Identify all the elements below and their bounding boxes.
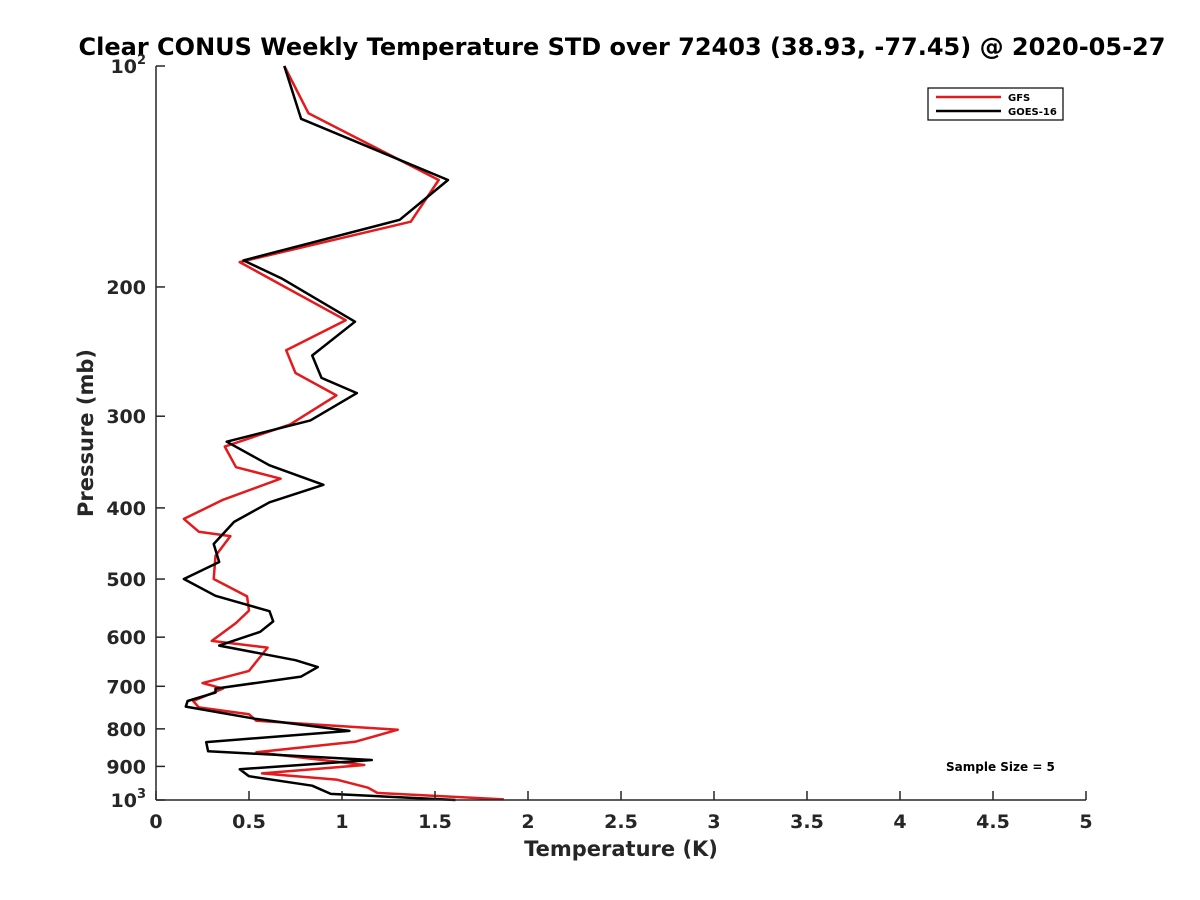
x-tick-label: 4 [893, 811, 906, 833]
plot-lines [182, 65, 504, 802]
x-tick-label: 3 [707, 811, 720, 833]
x-tick-label: 2.5 [604, 811, 638, 833]
x-tick-label: 5 [1079, 811, 1092, 833]
x-tick-label: 0 [149, 811, 162, 833]
legend-box [927, 87, 1064, 121]
x-tick-label: 3.5 [790, 811, 824, 833]
y-tick-label: 300 [106, 406, 146, 428]
legend-label-gfs: GFS [1008, 93, 1030, 104]
x-axis-label: Temperature (K) [524, 837, 718, 861]
x-axis-ticks: 0 0.5 1 1.5 2 2.5 3 3.5 4 4.5 5 [149, 791, 1093, 833]
legend-label-goes-16: GOES-16 [1008, 107, 1057, 118]
y-tick-label: 500 [106, 569, 146, 591]
x-tick-label: 0.5 [232, 811, 266, 833]
series-line-gfs [182, 65, 504, 801]
y-tick-label: 800 [106, 719, 146, 741]
y-tick-label: 400 [106, 498, 146, 520]
series-line-goes-16 [182, 65, 456, 802]
y-tick-label: 102 [111, 53, 147, 78]
y-tick-label: 700 [106, 676, 146, 698]
x-tick-label: 1.5 [418, 811, 452, 833]
y-axis-label: Pressure (mb) [74, 349, 98, 517]
chart-title: Clear CONUS Weekly Temperature STD over … [79, 33, 1166, 61]
sample-size-annotation: Sample Size = 5 [946, 760, 1055, 774]
legend: GFS GOES-16 [927, 87, 1064, 121]
y-tick-label: 103 [111, 787, 147, 812]
y-tick-label: 600 [106, 627, 146, 649]
x-tick-label: 4.5 [976, 811, 1010, 833]
y-axis-ticks: 102 200 300 400 500 600 700 800 900 103 [106, 53, 165, 812]
y-tick-label: 200 [106, 277, 146, 299]
x-tick-label: 1 [335, 811, 348, 833]
x-tick-label: 2 [521, 811, 534, 833]
y-tick-label: 900 [106, 756, 146, 778]
